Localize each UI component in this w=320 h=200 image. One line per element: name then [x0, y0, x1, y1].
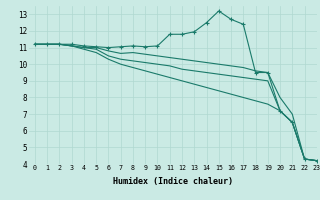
X-axis label: Humidex (Indice chaleur): Humidex (Indice chaleur) — [113, 177, 233, 186]
